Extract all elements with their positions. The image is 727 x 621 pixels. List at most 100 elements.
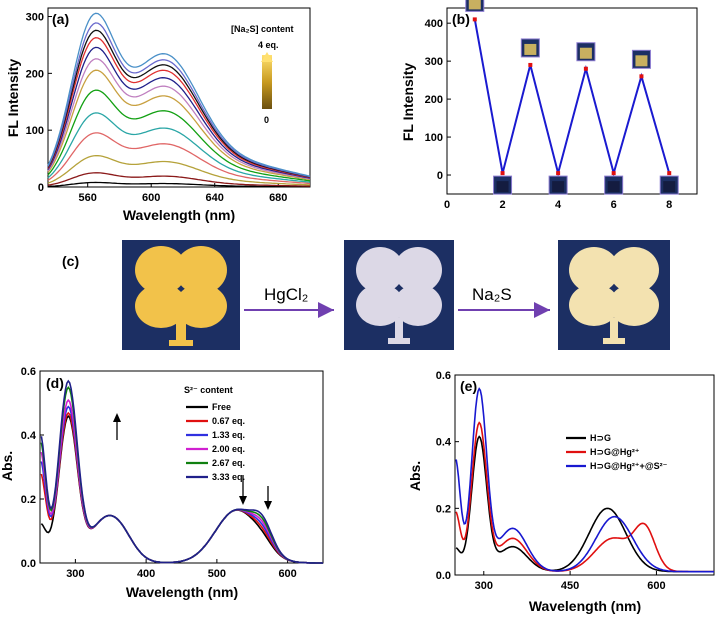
panel-d-frame bbox=[39, 370, 324, 564]
panel-a-series-line-13 bbox=[47, 12, 311, 177]
panel-b-ytick-label: 100 bbox=[425, 132, 443, 144]
panel-a-series-line-7 bbox=[47, 69, 311, 181]
clover-white-shape bbox=[356, 247, 442, 344]
panel-b: 0 2 4 6 8 0 100 200 300 400 (b) FL Intensity bbox=[400, 0, 698, 211]
panel-d-series-line-2 bbox=[40, 411, 323, 564]
panel-d-ticks: 300 400 500 600 0.0 0.2 0.4 0.6 bbox=[21, 366, 297, 580]
panel-e-ytick-label: 0.6 bbox=[436, 370, 451, 382]
panel-e-legend-label: H⊃G bbox=[590, 433, 611, 443]
panel-e-series-line-1 bbox=[455, 435, 714, 573]
panel-b-vial-content bbox=[468, 0, 481, 10]
panel-d-ylabel: Abs. bbox=[0, 451, 15, 481]
panel-e-frame bbox=[454, 374, 715, 576]
panel-a-legend-arrowhead bbox=[261, 52, 273, 62]
panel-b-vial-content bbox=[552, 181, 565, 193]
panel-a-series-line-6 bbox=[47, 89, 311, 182]
panel-b-point bbox=[472, 17, 477, 22]
panel-e-xtick-label: 450 bbox=[561, 580, 579, 592]
panel-d-legend-label: Free bbox=[212, 402, 231, 412]
panel-e-xlabel: Wavelength (nm) bbox=[529, 598, 641, 614]
panel-b-ylabel: FL Intensity bbox=[400, 63, 416, 142]
panel-a-xtick-label: 560 bbox=[79, 192, 97, 204]
panel-d-label: (d) bbox=[46, 375, 64, 391]
panel-b-ytick-label: 0 bbox=[437, 170, 443, 182]
panel-e-series bbox=[455, 387, 714, 573]
panel-e-series-line-3 bbox=[455, 387, 714, 573]
panel-b-point bbox=[611, 171, 616, 176]
panel-d-xlabel: Wavelength (nm) bbox=[126, 584, 238, 600]
panel-d-ytick-label: 0.2 bbox=[21, 494, 36, 506]
panel-e-legend-label: H⊃G@Hg²⁺+@S²⁻ bbox=[590, 461, 668, 471]
panel-a-xtick-label: 600 bbox=[142, 192, 160, 204]
panel-d-series-line-3 bbox=[40, 405, 323, 564]
panel-e-ticks: 300 450 600 0.0 0.2 0.4 0.6 bbox=[436, 370, 666, 592]
panel-b-xtick-label: 2 bbox=[499, 199, 505, 211]
panel-e-xtick-label: 300 bbox=[475, 580, 493, 592]
panel-b-xtick-label: 8 bbox=[666, 199, 672, 211]
panel-d-legend-label: 2.00 eq. bbox=[212, 444, 245, 454]
panel-d-legend-title: S²⁻ content bbox=[184, 385, 233, 395]
panel-d-legend-label: 1.33 eq. bbox=[212, 430, 245, 440]
panel-a-ylabel: FL Intensity bbox=[5, 59, 21, 138]
panel-b-vial-content bbox=[579, 47, 592, 59]
panel-d-legend-label: 3.33 eq. bbox=[212, 472, 245, 482]
panel-e-ylabel: Abs. bbox=[407, 461, 423, 491]
panel-d-series-line-5 bbox=[40, 386, 323, 564]
panel-a-series-line-5 bbox=[47, 112, 311, 183]
panel-a-series-line-3 bbox=[47, 154, 311, 186]
panel-b-point bbox=[667, 171, 672, 176]
panel-d-legend-label: 0.67 eq. bbox=[212, 416, 245, 426]
panel-d-legend: Free 0.67 eq. 1.33 eq. 2.00 eq. 2.67 eq. 3.33… bbox=[186, 402, 245, 482]
panel-e-legend-label: H⊃G@Hg²⁺ bbox=[590, 447, 640, 457]
panel-d-legend-label: 2.67 eq. bbox=[212, 458, 245, 468]
panel-a-series-line-1 bbox=[47, 181, 310, 188]
panel-d-series-line-1 bbox=[40, 414, 323, 564]
panel-d-xtick-label: 600 bbox=[278, 568, 296, 580]
panel-b-point bbox=[528, 62, 533, 67]
process-arrow-1-label: HgCl₂ bbox=[264, 285, 308, 304]
panel-b-xtick-label: 0 bbox=[444, 199, 450, 211]
panel-d-down-arrowhead-2 bbox=[264, 501, 272, 510]
clover-pale-shape bbox=[569, 247, 659, 344]
panel-a-series-line-9 bbox=[47, 46, 311, 179]
panel-d-xtick-label: 400 bbox=[137, 568, 155, 580]
panel-b-point bbox=[556, 171, 561, 176]
panel-a-series-line-10 bbox=[47, 37, 311, 179]
panel-c: (c) HgCl₂ bbox=[62, 240, 670, 350]
panel-d-ytick-label: 0.0 bbox=[21, 558, 36, 570]
clover-yellow-shape bbox=[135, 246, 227, 346]
panel-d-down-arrowhead-1 bbox=[239, 496, 247, 505]
panel-d-xtick-label: 300 bbox=[66, 568, 84, 580]
panel-a-frame bbox=[47, 7, 311, 188]
panel-a-xlabel: Wavelength (nm) bbox=[123, 207, 235, 223]
photo-2 bbox=[344, 240, 454, 350]
panel-a-series-line-12 bbox=[47, 22, 311, 178]
panel-e-series-line-2 bbox=[455, 421, 714, 573]
panel-a-series-line-2 bbox=[47, 172, 310, 187]
panel-e-ytick-label: 0.2 bbox=[436, 503, 451, 515]
panel-a-series-line-4 bbox=[47, 132, 311, 185]
panel-a-legend-bottom: 0 bbox=[264, 115, 269, 125]
panel-d-series-line-6 bbox=[40, 379, 323, 564]
panel-b-xtick-label: 6 bbox=[611, 199, 617, 211]
panel-b-vial-content bbox=[524, 43, 537, 55]
photo-1 bbox=[122, 240, 240, 350]
panel-a-xtick-label: 680 bbox=[269, 192, 287, 204]
panel-b-ytick-label: 200 bbox=[425, 94, 443, 106]
panel-b-vial-content bbox=[663, 181, 676, 193]
panel-a-ytick-label: 200 bbox=[26, 68, 44, 80]
panel-a-legend-gradient bbox=[262, 55, 272, 109]
panel-a-legend-top: 4 eq. bbox=[258, 40, 279, 50]
panel-b-ytick-label: 300 bbox=[425, 56, 443, 68]
panel-a-series-line-11 bbox=[47, 29, 311, 178]
panel-d-ytick-label: 0.4 bbox=[21, 430, 37, 442]
panel-e-ytick-label: 0.0 bbox=[436, 570, 451, 582]
panel-b-point bbox=[500, 171, 505, 176]
panel-b-ytick-label: 400 bbox=[425, 18, 443, 30]
panel-e-xtick-label: 600 bbox=[647, 580, 665, 592]
panel-b-point bbox=[639, 74, 644, 79]
panel-e-ytick-label: 0.4 bbox=[436, 437, 452, 449]
panel-d-xtick-label: 500 bbox=[208, 568, 226, 580]
